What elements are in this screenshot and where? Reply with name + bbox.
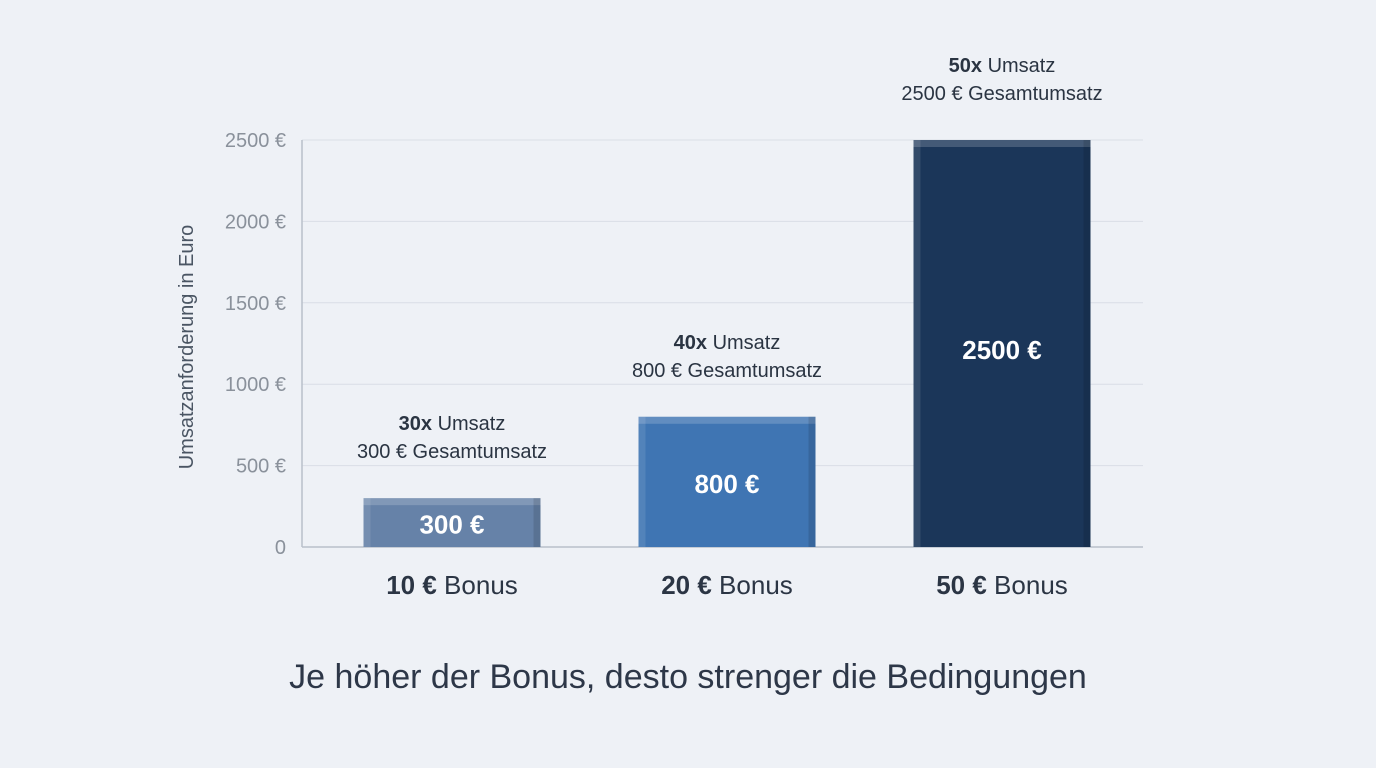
y-tick-label: 1500 € xyxy=(225,293,286,315)
annotation-line2: 800 € Gesamtumsatz xyxy=(632,360,822,382)
annotation-multiplier: 40x xyxy=(674,332,707,354)
y-tick-label: 0 xyxy=(275,537,286,559)
category-bonus-word: Bonus xyxy=(437,570,518,600)
bar-value-label: 2500 € xyxy=(962,335,1042,365)
category-bonus-word: Bonus xyxy=(712,570,793,600)
bar-bevel-left xyxy=(363,498,371,547)
annotation-umsatz: Umsatz xyxy=(982,55,1055,77)
category-amount: 20 € xyxy=(661,570,712,600)
annotation-line1: 30x Umsatz xyxy=(399,413,506,435)
bar-bevel-left xyxy=(913,140,921,547)
chart-caption: Je höher der Bonus, desto strenger die B… xyxy=(289,658,1087,696)
bars xyxy=(363,140,1091,547)
y-tick-label: 2500 € xyxy=(225,130,286,152)
bar xyxy=(363,498,541,547)
bar-bevel-left xyxy=(638,416,646,547)
bar-group xyxy=(638,416,816,547)
annotation-umsatz: Umsatz xyxy=(707,332,780,354)
category-bonus-word: Bonus xyxy=(987,570,1068,600)
x-category-label: 50 € Bonus xyxy=(936,570,1068,600)
annotation-line1: 50x Umsatz xyxy=(949,55,1056,77)
category-amount: 10 € xyxy=(386,570,437,600)
bar-bevel-right xyxy=(533,498,541,547)
annotation-line2: 2500 € Gesamtumsatz xyxy=(901,83,1102,105)
x-category-label: 20 € Bonus xyxy=(661,570,793,600)
x-category-label: 10 € Bonus xyxy=(386,570,518,600)
grid: 0 500 € 1000 € 1500 € 2000 € 2500 € xyxy=(225,130,1143,559)
bar-group xyxy=(363,498,541,547)
bar xyxy=(638,416,816,547)
bar xyxy=(913,140,1091,547)
bar-group xyxy=(913,140,1091,547)
labels: 300 € 30x Umsatz 300 € Gesamtumsatz 10 € Bo… xyxy=(357,55,1103,600)
y-tick-label: 1000 € xyxy=(225,374,286,396)
y-tick-label: 2000 € xyxy=(225,211,286,233)
bar-bevel-top xyxy=(913,140,1091,147)
annotation-umsatz: Umsatz xyxy=(432,413,505,435)
bar-bevel-top xyxy=(363,498,541,506)
annotation-multiplier: 30x xyxy=(399,413,432,435)
annotation-line2: 300 € Gesamtumsatz xyxy=(357,441,547,463)
bar-bevel-right xyxy=(1083,140,1091,547)
annotation-line1: 40x Umsatz xyxy=(674,332,781,354)
y-axis-title: Umsatzanforderung in Euro xyxy=(176,225,198,470)
y-tick-label: 500 € xyxy=(236,456,286,478)
bar-value-label: 300 € xyxy=(419,510,484,540)
bar-bevel-right xyxy=(808,416,816,547)
annotation-multiplier: 50x xyxy=(949,55,982,77)
bar-bevel-top xyxy=(638,416,816,424)
bar-value-label: 800 € xyxy=(694,469,759,499)
category-amount: 50 € xyxy=(936,570,987,600)
